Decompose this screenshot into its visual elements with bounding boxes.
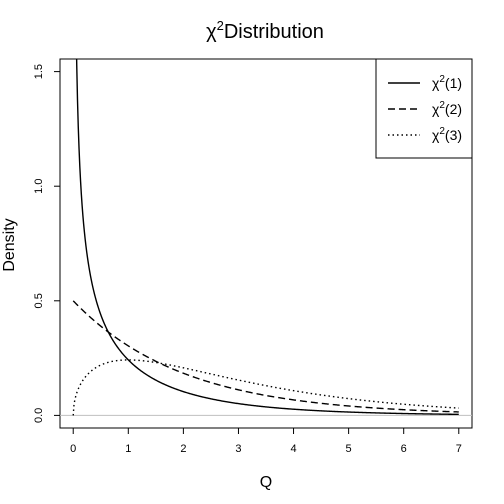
legend-label-chi2-3: χ2(3): [432, 126, 462, 143]
legend-superscript: 2: [439, 126, 445, 137]
legend-series-name: (1): [445, 75, 462, 91]
x-tick-label: 1: [125, 443, 131, 455]
x-tick-label: 4: [290, 443, 296, 455]
x-tick-label: 0: [70, 443, 76, 455]
x-tick-label: 7: [456, 443, 462, 455]
title-symbol: χ: [206, 21, 217, 43]
series-line-chi2-2: [72, 300, 459, 413]
y-tick-label: 0.0: [33, 408, 45, 423]
x-tick-label: 6: [401, 443, 407, 455]
legend-symbol: χ: [432, 127, 440, 143]
legend-label-chi2-1: χ2(1): [432, 74, 462, 91]
chart-title: χ2Distribution: [206, 18, 324, 43]
x-tick-label: 3: [235, 443, 241, 455]
y-axis-label: Density: [1, 218, 18, 271]
legend-symbol: χ: [432, 75, 440, 91]
legend-series-name: (2): [445, 101, 462, 117]
series-line-chi2-1: [75, 59, 459, 416]
legend-series-name: (3): [445, 127, 462, 143]
legend: χ2(1)χ2(2)χ2(3): [375, 58, 473, 159]
x-tick-label: 2: [180, 443, 186, 455]
plot-area: 0 1 2 3 4 5 6 7 0.0 0.5 1.0 1.5: [33, 58, 473, 455]
y-tick-label: 1.5: [33, 64, 45, 79]
x-tick-label: 5: [346, 443, 352, 455]
title-superscript: 2: [217, 18, 224, 33]
legend-superscript: 2: [439, 74, 445, 85]
y-tick-label: 1.0: [33, 179, 45, 194]
title-text: Distribution: [224, 21, 324, 43]
legend-symbol: χ: [432, 101, 440, 117]
y-tick-label: 0.5: [33, 293, 45, 308]
legend-label-chi2-2: χ2(2): [432, 100, 462, 117]
x-axis-label: Q: [260, 474, 272, 491]
legend-superscript: 2: [439, 100, 445, 111]
